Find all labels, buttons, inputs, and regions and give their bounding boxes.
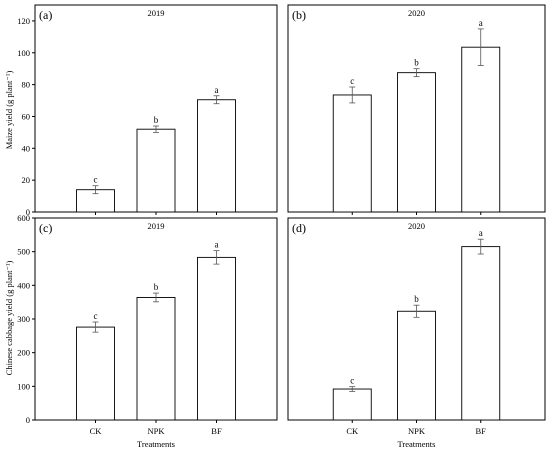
y-axis-label-bottom: Chinese cabbage yield (g plant⁻¹) xyxy=(4,261,14,376)
significance-letter: b xyxy=(154,282,159,292)
bar-ck xyxy=(76,326,115,421)
y-tick-label: 300 xyxy=(17,314,30,324)
y-tick-label: 120 xyxy=(17,16,30,26)
panel-c: (c) 2019 0 100 200 300 400 500 600 c CK b NPK a BF Trea… xyxy=(17,213,278,449)
x-tick-label: CK xyxy=(346,426,359,436)
significance-letter: a xyxy=(479,228,483,238)
bar-bf xyxy=(197,99,236,213)
significance-letter: c xyxy=(350,376,354,386)
panel-title: 2019 xyxy=(148,8,165,18)
significance-letter: a xyxy=(215,85,219,95)
bar-ck xyxy=(332,94,372,213)
y-tick-label: 0 xyxy=(26,207,30,217)
y-tick-label: 100 xyxy=(17,381,30,391)
bar-npk xyxy=(397,310,436,421)
y-tick-label: 400 xyxy=(17,280,30,290)
x-tick-label: NPK xyxy=(408,426,426,436)
significance-letter: b xyxy=(154,115,159,125)
panel-title: 2019 xyxy=(148,221,165,231)
bar-bf xyxy=(461,46,501,213)
significance-letter: c xyxy=(350,76,354,86)
x-tick-label: CK xyxy=(90,426,103,436)
panel-title: 2020 xyxy=(408,221,425,231)
y-tick-label: 20 xyxy=(22,175,31,185)
y-tick-label: 100 xyxy=(17,48,30,58)
significance-letter: a xyxy=(479,18,483,28)
x-tick-label: BF xyxy=(211,426,222,436)
y-tick-label: 80 xyxy=(22,80,31,90)
y-tick-label: 500 xyxy=(17,247,30,257)
y-axis-label-top: Maize yield (g plant⁻¹) xyxy=(4,71,14,150)
x-axis-label: Treatments xyxy=(398,439,436,449)
panel-b: (b) 2020 c b a xyxy=(287,4,546,215)
bar-npk xyxy=(136,128,176,213)
bar-npk xyxy=(136,297,176,421)
panel-label: (c) xyxy=(39,221,52,235)
significance-letter: a xyxy=(215,240,219,250)
significance-letter: b xyxy=(414,58,419,68)
panel-label: (d) xyxy=(292,221,306,235)
y-tick-label: 200 xyxy=(17,348,30,358)
y-tick-label: 0 xyxy=(26,415,30,425)
panel-d: (d) 2020 c CK b NPK a BF Treatments xyxy=(287,217,546,449)
significance-letter: c xyxy=(94,175,98,185)
panel-a: (a) 2019 0 20 40 60 80 100 120 c b a xyxy=(17,4,278,217)
x-tick-label: BF xyxy=(476,426,487,436)
x-axis-label: Treatments xyxy=(137,439,175,449)
panel-label: (a) xyxy=(39,8,52,22)
significance-letter: c xyxy=(94,311,98,321)
y-tick-label: 40 xyxy=(22,143,31,153)
x-tick-label: NPK xyxy=(147,426,165,436)
bar-npk xyxy=(397,72,436,213)
bar-ck xyxy=(332,388,372,421)
y-tick-label: 600 xyxy=(17,213,30,223)
significance-letter: b xyxy=(414,294,419,304)
y-tick-label: 60 xyxy=(22,111,31,121)
bar-bf xyxy=(197,256,236,421)
panel-title: 2020 xyxy=(408,8,425,18)
bar-bf xyxy=(461,246,501,421)
panel-label: (b) xyxy=(292,8,306,22)
